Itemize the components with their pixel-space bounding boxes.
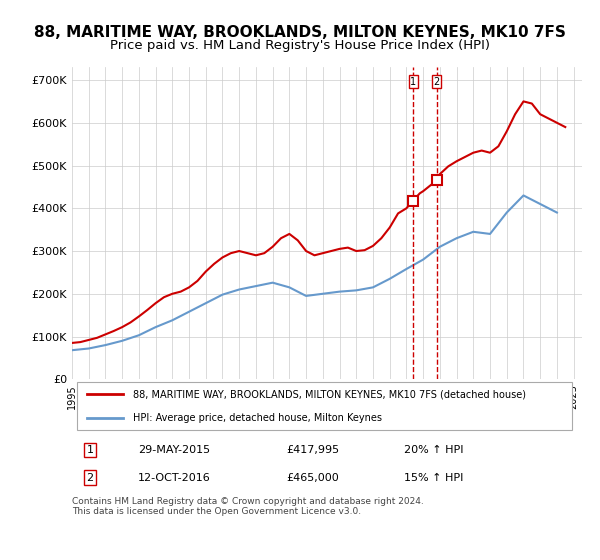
Text: 15% ↑ HPI: 15% ↑ HPI xyxy=(404,473,463,483)
Text: 88, MARITIME WAY, BROOKLANDS, MILTON KEYNES, MK10 7FS: 88, MARITIME WAY, BROOKLANDS, MILTON KEY… xyxy=(34,25,566,40)
Text: 20% ↑ HPI: 20% ↑ HPI xyxy=(404,445,463,455)
Text: 1: 1 xyxy=(86,445,94,455)
Text: 1: 1 xyxy=(410,77,416,87)
Text: 2: 2 xyxy=(433,77,440,87)
Text: Price paid vs. HM Land Registry's House Price Index (HPI): Price paid vs. HM Land Registry's House … xyxy=(110,39,490,52)
Text: HPI: Average price, detached house, Milton Keynes: HPI: Average price, detached house, Milt… xyxy=(133,413,382,423)
Text: 88, MARITIME WAY, BROOKLANDS, MILTON KEYNES, MK10 7FS (detached house): 88, MARITIME WAY, BROOKLANDS, MILTON KEY… xyxy=(133,389,526,399)
Text: Contains HM Land Registry data © Crown copyright and database right 2024.
This d: Contains HM Land Registry data © Crown c… xyxy=(72,497,424,516)
Text: 29-MAY-2015: 29-MAY-2015 xyxy=(139,445,211,455)
Text: £417,995: £417,995 xyxy=(286,445,340,455)
FancyBboxPatch shape xyxy=(77,382,572,430)
Text: 12-OCT-2016: 12-OCT-2016 xyxy=(139,473,211,483)
Text: 2: 2 xyxy=(86,473,94,483)
Text: £465,000: £465,000 xyxy=(286,473,339,483)
